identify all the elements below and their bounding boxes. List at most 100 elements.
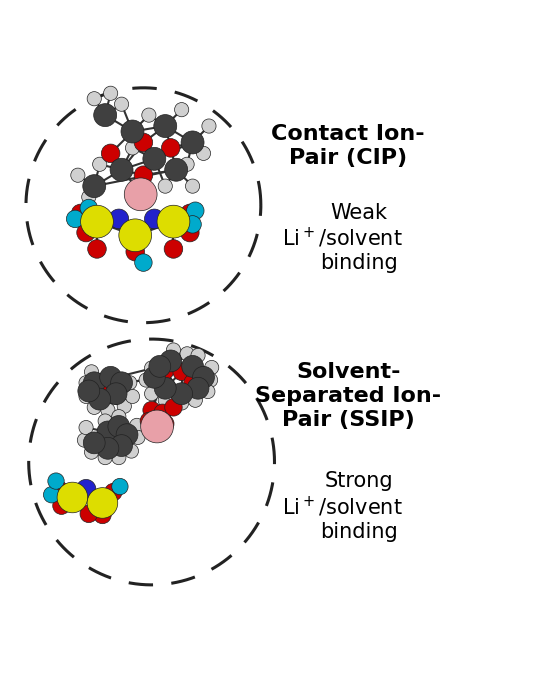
Circle shape xyxy=(181,131,204,154)
Circle shape xyxy=(126,242,144,261)
Circle shape xyxy=(105,383,127,405)
Circle shape xyxy=(50,480,68,498)
Circle shape xyxy=(112,478,128,495)
Circle shape xyxy=(160,350,182,372)
Circle shape xyxy=(149,356,171,377)
Circle shape xyxy=(166,343,181,357)
Circle shape xyxy=(48,473,64,489)
Circle shape xyxy=(173,363,191,381)
Circle shape xyxy=(117,399,131,414)
Circle shape xyxy=(119,219,152,252)
Circle shape xyxy=(164,239,183,258)
Circle shape xyxy=(101,403,115,417)
Circle shape xyxy=(157,205,190,238)
Circle shape xyxy=(144,361,159,375)
Circle shape xyxy=(82,190,96,204)
Circle shape xyxy=(143,366,165,389)
Circle shape xyxy=(141,410,173,443)
Circle shape xyxy=(175,396,189,410)
Circle shape xyxy=(197,146,211,160)
Circle shape xyxy=(112,451,126,465)
Circle shape xyxy=(125,389,139,403)
Circle shape xyxy=(181,204,199,223)
Circle shape xyxy=(184,374,201,391)
Circle shape xyxy=(100,366,121,389)
Circle shape xyxy=(139,373,153,387)
Circle shape xyxy=(156,415,174,433)
Circle shape xyxy=(111,435,132,456)
Circle shape xyxy=(184,216,201,233)
Circle shape xyxy=(79,421,93,435)
Circle shape xyxy=(186,179,200,193)
Circle shape xyxy=(182,356,204,377)
Circle shape xyxy=(57,482,88,513)
Circle shape xyxy=(142,108,156,122)
Circle shape xyxy=(111,372,132,393)
Circle shape xyxy=(165,158,188,181)
Circle shape xyxy=(102,144,120,162)
Circle shape xyxy=(94,506,111,524)
Circle shape xyxy=(134,133,153,152)
Circle shape xyxy=(135,254,152,272)
Circle shape xyxy=(171,383,193,405)
Circle shape xyxy=(109,209,128,229)
Circle shape xyxy=(89,389,111,410)
Text: Weak: Weak xyxy=(330,204,388,223)
Circle shape xyxy=(88,239,107,258)
Circle shape xyxy=(79,389,93,403)
Circle shape xyxy=(85,365,99,379)
Circle shape xyxy=(98,414,113,428)
Circle shape xyxy=(165,398,182,416)
Circle shape xyxy=(87,92,102,106)
Circle shape xyxy=(154,404,171,421)
Circle shape xyxy=(122,376,137,390)
Circle shape xyxy=(187,377,209,399)
Circle shape xyxy=(108,416,130,438)
Circle shape xyxy=(144,386,159,401)
Circle shape xyxy=(154,115,177,137)
Circle shape xyxy=(76,480,96,499)
Circle shape xyxy=(131,430,145,444)
Circle shape xyxy=(114,97,128,111)
Circle shape xyxy=(156,362,174,379)
Circle shape xyxy=(83,372,105,393)
Circle shape xyxy=(144,209,164,229)
Circle shape xyxy=(79,376,93,390)
Circle shape xyxy=(77,223,96,242)
Circle shape xyxy=(140,412,158,430)
Circle shape xyxy=(161,139,180,158)
Circle shape xyxy=(80,199,98,217)
Circle shape xyxy=(94,104,116,127)
Circle shape xyxy=(121,120,144,143)
Circle shape xyxy=(87,400,102,414)
Circle shape xyxy=(83,175,106,197)
Circle shape xyxy=(124,444,138,458)
Circle shape xyxy=(116,424,138,446)
Circle shape xyxy=(80,505,98,523)
Circle shape xyxy=(81,205,113,238)
Text: Pair (CIP): Pair (CIP) xyxy=(289,148,407,168)
Circle shape xyxy=(115,431,133,449)
Circle shape xyxy=(77,433,92,447)
Text: Li$^+$/solvent: Li$^+$/solvent xyxy=(282,226,403,250)
Circle shape xyxy=(97,438,119,459)
Circle shape xyxy=(202,119,216,133)
Circle shape xyxy=(158,179,172,193)
Circle shape xyxy=(130,419,144,433)
Circle shape xyxy=(180,346,194,361)
Text: Solvent-: Solvent- xyxy=(296,362,400,382)
Circle shape xyxy=(83,432,105,454)
Circle shape xyxy=(85,445,99,459)
Circle shape xyxy=(66,210,84,228)
Circle shape xyxy=(181,223,199,242)
Circle shape xyxy=(110,379,127,397)
Circle shape xyxy=(97,421,119,443)
Circle shape xyxy=(143,148,166,170)
Text: Li$^+$/solvent: Li$^+$/solvent xyxy=(282,495,403,519)
Circle shape xyxy=(191,349,205,363)
Circle shape xyxy=(125,141,139,155)
Text: Separated Ion-: Separated Ion- xyxy=(255,386,441,407)
Circle shape xyxy=(112,410,126,424)
Circle shape xyxy=(124,178,157,211)
Text: Strong: Strong xyxy=(325,471,394,491)
